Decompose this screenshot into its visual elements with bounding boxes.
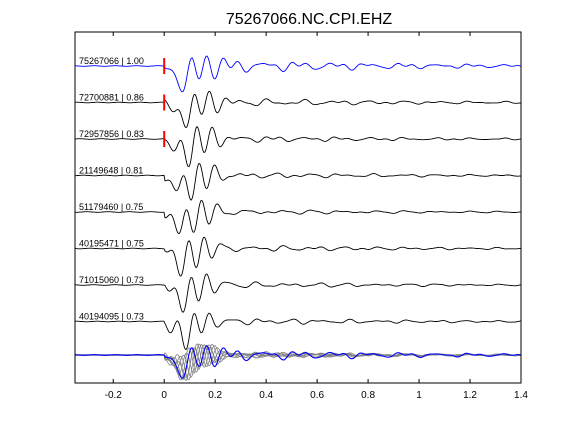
chart-title: 75267066.NC.CPI.EHZ xyxy=(226,11,393,28)
stack-overlay-line-1 xyxy=(74,344,522,379)
stack-reference-line xyxy=(75,345,522,379)
x-tick-label-4: 0.4 xyxy=(259,390,273,401)
x-tick-label-2: 0 xyxy=(161,390,167,401)
trace-line-6 xyxy=(74,236,521,277)
stack-overlay-line-5 xyxy=(74,344,521,381)
x-axis-ticks: -0.2 0 0.2 0.4 0.6 0.8 1 1.2 1.4 xyxy=(105,32,528,401)
stack-overlay-line-2 xyxy=(74,343,522,381)
stack-overlay-line-3 xyxy=(75,343,522,378)
trace-label-6: 40195471 | 0.75 xyxy=(79,239,144,249)
stack-layer xyxy=(74,343,522,381)
trace-line-1 xyxy=(75,55,522,93)
x-tick-label-3: 0.2 xyxy=(208,390,222,401)
x-tick-label-8: 1.2 xyxy=(463,390,477,401)
trace-line-2 xyxy=(75,90,522,129)
trace-line-5 xyxy=(75,200,522,235)
x-tick-label-6: 0.8 xyxy=(361,390,375,401)
x-tick-label-9: 1.4 xyxy=(514,390,528,401)
trace-label-8: 40194095 | 0.73 xyxy=(79,312,144,322)
trace-labels: 75267066 | 1.00 72700881 | 0.86 72957856 |… xyxy=(79,56,144,322)
traces-layer xyxy=(74,55,522,351)
stack-overlay-line-6 xyxy=(74,344,522,381)
x-tick-label-5: 0.6 xyxy=(310,390,324,401)
trace-label-7: 71015060 | 0.73 xyxy=(79,275,144,285)
x-tick-label-1: -0.2 xyxy=(105,390,123,401)
trace-line-7 xyxy=(75,273,522,313)
stack-overlay-line-4 xyxy=(75,344,522,375)
trace-label-3: 72957856 | 0.83 xyxy=(79,129,144,139)
trace-label-4: 21149648 | 0.81 xyxy=(79,166,143,176)
trace-label-5: 51179460 | 0.75 xyxy=(79,202,143,212)
trace-line-3 xyxy=(74,125,522,168)
trace-label-1: 75267066 | 1.00 xyxy=(79,56,144,66)
axes-frame xyxy=(74,31,522,384)
trace-line-4 xyxy=(75,162,522,201)
stack-overlay-line-7 xyxy=(75,347,522,381)
trace-label-2: 72700881 | 0.86 xyxy=(79,93,144,103)
x-tick-label-7: 1 xyxy=(416,390,422,401)
trace-line-8 xyxy=(75,312,522,351)
